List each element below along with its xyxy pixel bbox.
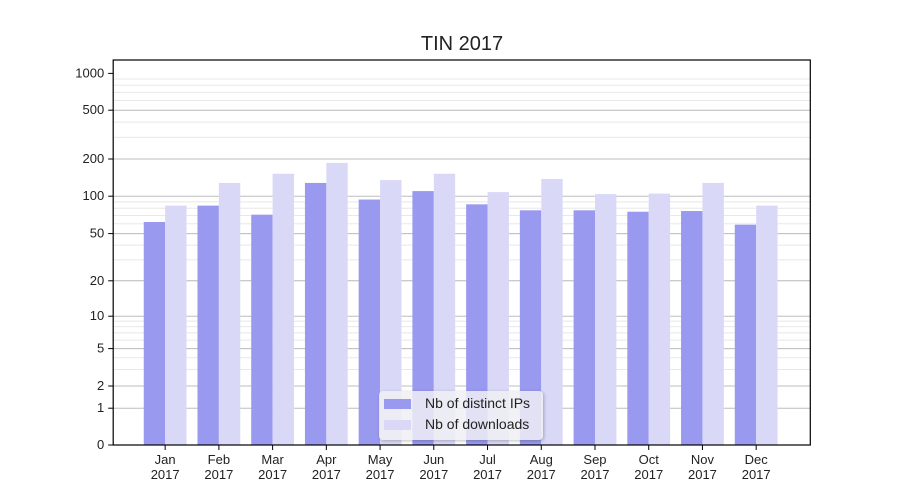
- svg-text:Feb: Feb: [208, 452, 230, 467]
- svg-text:2: 2: [97, 378, 104, 393]
- svg-text:2017: 2017: [581, 467, 610, 482]
- svg-text:2017: 2017: [151, 467, 180, 482]
- svg-text:Dec: Dec: [745, 452, 769, 467]
- svg-text:200: 200: [82, 151, 104, 166]
- svg-text:2017: 2017: [204, 467, 233, 482]
- svg-text:2017: 2017: [366, 467, 395, 482]
- svg-text:2017: 2017: [258, 467, 287, 482]
- svg-text:2017: 2017: [634, 467, 663, 482]
- svg-text:2017: 2017: [688, 467, 717, 482]
- svg-text:500: 500: [82, 102, 104, 117]
- svg-text:0: 0: [97, 437, 104, 452]
- svg-text:Mar: Mar: [261, 452, 284, 467]
- svg-text:Aug: Aug: [530, 452, 553, 467]
- svg-text:Sep: Sep: [583, 452, 606, 467]
- svg-text:2017: 2017: [527, 467, 556, 482]
- svg-text:2017: 2017: [742, 467, 771, 482]
- svg-text:2017: 2017: [312, 467, 341, 482]
- svg-text:5: 5: [97, 341, 104, 356]
- svg-text:2017: 2017: [419, 467, 448, 482]
- svg-text:2017: 2017: [473, 467, 502, 482]
- svg-text:Apr: Apr: [316, 452, 337, 467]
- svg-text:1: 1: [97, 400, 104, 415]
- svg-text:Oct: Oct: [639, 452, 660, 467]
- svg-text:50: 50: [90, 226, 104, 241]
- svg-text:Jul: Jul: [479, 452, 496, 467]
- svg-text:1000: 1000: [75, 65, 104, 80]
- svg-text:Nov: Nov: [691, 452, 715, 467]
- svg-text:100: 100: [82, 188, 104, 203]
- svg-text:Jun: Jun: [423, 452, 444, 467]
- svg-text:Jan: Jan: [155, 452, 176, 467]
- svg-text:20: 20: [90, 273, 104, 288]
- svg-text:May: May: [368, 452, 393, 467]
- svg-text:10: 10: [90, 308, 104, 323]
